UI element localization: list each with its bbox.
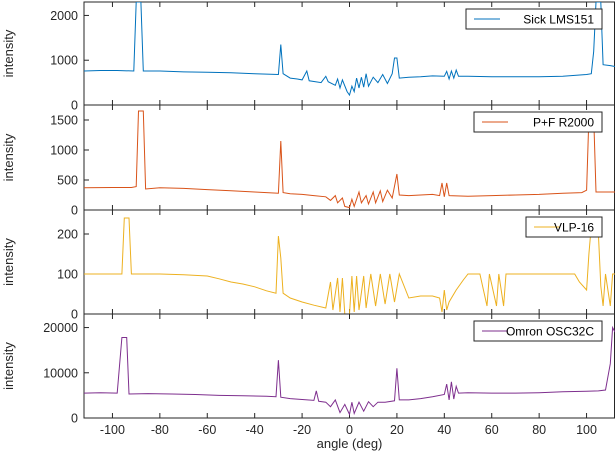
subplot-2: 0 500 1000 1500 intensity P+F R2000 — [1, 104, 615, 218]
x-tick-label: -60 — [198, 423, 216, 437]
y-tick-label: 1000 — [50, 54, 78, 68]
y-tick-label: 0 — [71, 412, 78, 426]
x-tick-label: 80 — [532, 423, 546, 437]
y-tick-label: 0 — [71, 99, 78, 113]
y-tick-label: 20000 — [43, 321, 78, 335]
legend-entry: P+F R2000 — [533, 116, 594, 130]
legend-box — [473, 111, 603, 133]
y-tick-label: 2000 — [50, 9, 78, 23]
x-tick-label: 0 — [346, 423, 353, 437]
x-tick-label: -100 — [100, 423, 125, 437]
y-tick-label: 200 — [57, 228, 78, 242]
y-tick-label: 0 — [71, 308, 78, 322]
y-tick-label: 1500 — [50, 114, 78, 128]
legend: VLP-16 — [525, 216, 603, 238]
legend-entry: Omron OSC32C — [506, 325, 594, 339]
y-tick-label: 0 — [71, 204, 78, 218]
x-tick-label: -20 — [293, 423, 311, 437]
subplot-3: 0 100 200 intensity VLP-16 — [1, 209, 615, 322]
y-tick-label: 1000 — [50, 144, 78, 158]
y-axis-label: intensity — [1, 238, 16, 286]
y-tick-label: 100 — [57, 268, 78, 282]
y-axis-label: intensity — [1, 342, 16, 390]
legend: P+F R2000 — [473, 111, 603, 133]
series-line-1 — [84, 2, 615, 97]
y-tick-label: 10000 — [43, 366, 78, 380]
legend-entry: VLP-16 — [554, 221, 594, 235]
subplot-1: 0 1000 2000 intensity Sick LMS151 — [1, 1, 615, 113]
legend-box — [473, 320, 603, 342]
x-tick-label: 40 — [437, 423, 451, 437]
y-axis-label: intensity — [1, 29, 16, 77]
x-tick-label: 60 — [485, 423, 499, 437]
y-axis-label: intensity — [1, 133, 16, 181]
series-line-4 — [84, 325, 615, 416]
x-axis-label: angle (deg) — [317, 436, 383, 451]
x-tick-label: 100 — [576, 423, 597, 437]
series-line-3 — [84, 216, 615, 314]
x-tick-label: -80 — [151, 423, 169, 437]
legend: Omron OSC32C — [473, 320, 603, 342]
legend-box — [525, 216, 603, 238]
y-tick-label: 500 — [57, 174, 78, 188]
legend-entry: Sick LMS151 — [523, 13, 594, 27]
x-tick-label: 20 — [390, 423, 404, 437]
legend-box — [465, 8, 603, 30]
x-tick-labels: -100 -80 -60 -40 -20 0 20 40 60 80 100 — [100, 423, 597, 437]
legend: Sick LMS151 — [465, 8, 603, 30]
x-tick-label: -40 — [246, 423, 264, 437]
subplot-4: 0 10000 20000 intensity Omron OSC32C — [1, 313, 615, 426]
series-line-2 — [84, 110, 615, 209]
